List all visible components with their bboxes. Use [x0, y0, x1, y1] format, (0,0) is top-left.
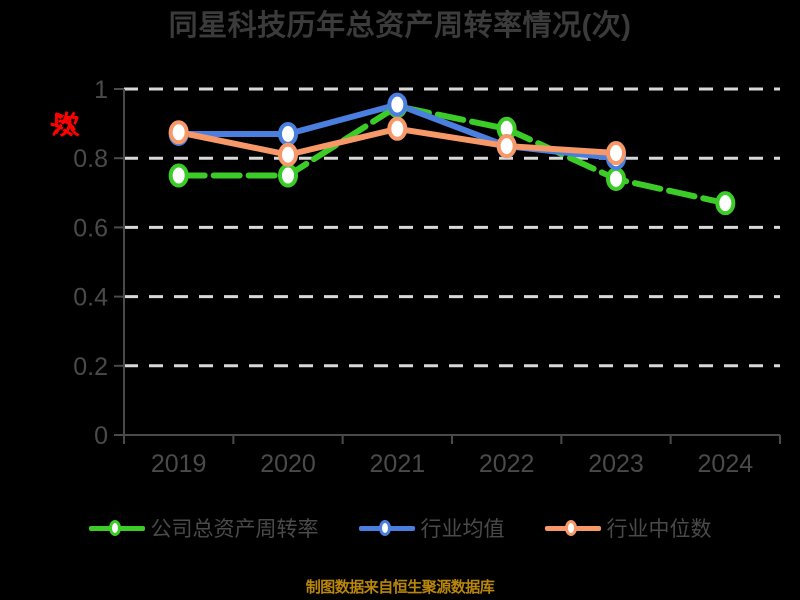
data-point-marker	[496, 134, 517, 159]
legend-marker-industry-median	[544, 515, 601, 541]
y-axis-annotation: 次 次	[48, 104, 88, 144]
source-note: 制图数据来自恒生聚源数据库	[305, 579, 495, 596]
legend-dot-industry-average	[378, 520, 391, 536]
y-axis-annotation-glyph-1: 次	[54, 111, 81, 141]
x-tick-label: 2019	[151, 450, 207, 478]
y-tick-label: 0.8	[73, 145, 108, 173]
series-markers	[168, 92, 736, 216]
y-tick-label: 0	[94, 422, 108, 450]
x-tick-label: 2022	[479, 450, 535, 478]
data-point-marker	[168, 120, 189, 145]
x-tick-label: 2024	[698, 450, 754, 478]
x-axis-ticks: 2019 2020 2021 2022 2023 2024	[123, 435, 781, 478]
legend-label-industry-median: 行业中位数	[606, 518, 712, 541]
chart-title: 同星科技历年总资产周转率情况(次)	[168, 10, 632, 42]
data-point-marker	[606, 141, 626, 166]
legend: 公司总资产周转率 行业均值 行业中位数	[0, 513, 800, 543]
data-point-marker	[278, 163, 298, 188]
data-point-marker	[387, 92, 408, 117]
data-point-marker	[278, 142, 298, 167]
data-point-marker	[606, 166, 626, 191]
legend-item-company[interactable]: 公司总资产周转率	[88, 513, 319, 543]
series-lines	[175, 101, 729, 207]
legend-item-industry-median[interactable]: 行业中位数	[544, 513, 712, 543]
y-tick-label: 0.2	[73, 353, 108, 381]
gridlines	[124, 87, 780, 368]
y-tick-label: 0.6	[73, 214, 108, 242]
y-tick-label: 0.4	[73, 284, 108, 312]
series-line	[175, 103, 729, 207]
legend-label-industry-average: 行业均值	[420, 518, 505, 541]
y-axis-ticks: 0 0.2 0.4 0.6 0.8 1	[73, 76, 124, 450]
data-point-marker	[715, 191, 736, 216]
legend-dot-industry-median	[564, 520, 577, 536]
plot-area: 0 0.2 0.4 0.6 0.8 1 2019 2020 2021 2022 2023 2024	[73, 76, 781, 478]
data-point-marker	[278, 121, 298, 146]
legend-item-industry-average[interactable]: 行业均值	[358, 513, 505, 543]
legend-marker-industry-average	[358, 515, 415, 541]
data-point-marker	[387, 116, 408, 141]
x-tick-label: 2021	[370, 450, 426, 478]
data-point-marker	[168, 163, 189, 188]
legend-dot-company	[108, 520, 121, 536]
x-tick-label: 2020	[260, 450, 316, 478]
legend-marker-company	[88, 515, 145, 541]
x-tick-label: 2023	[588, 450, 644, 478]
y-tick-label: 1	[94, 76, 108, 104]
legend-label-company: 公司总资产周转率	[150, 518, 319, 541]
